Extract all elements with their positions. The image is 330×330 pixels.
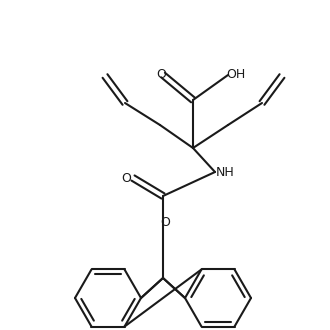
Text: O: O xyxy=(160,216,170,229)
Text: OH: OH xyxy=(226,69,246,82)
Text: NH: NH xyxy=(215,166,234,179)
Text: O: O xyxy=(156,68,166,81)
Text: O: O xyxy=(121,172,131,184)
